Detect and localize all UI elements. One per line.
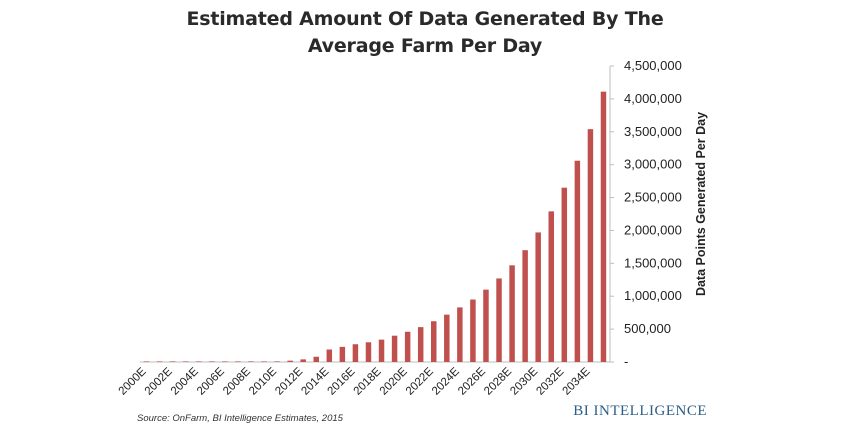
- bar-2026E: [483, 289, 489, 362]
- bar-2034E: [587, 129, 594, 362]
- bar-2010E: [274, 361, 280, 362]
- bar-2013E: [313, 356, 319, 362]
- y-axis-title: Data Points Generated Per Day: [694, 112, 708, 296]
- bar-2008E: [248, 361, 254, 362]
- y-tick-label: 3,500,000: [624, 124, 682, 139]
- bar-2009E: [261, 361, 267, 362]
- bar-2024E: [457, 307, 463, 362]
- x-tick-label: 2022E: [404, 365, 436, 397]
- bar-2031E: [548, 211, 554, 362]
- bar-2033E: [574, 160, 581, 362]
- bar-2000E: [143, 361, 150, 362]
- y-tick-label: 4,500,000: [624, 58, 682, 73]
- bar-2002E: [169, 361, 176, 362]
- bar-2022E: [431, 321, 437, 362]
- x-tick-label: 2032E: [534, 365, 566, 397]
- brand-logo: BI INTELLIGENCE: [573, 403, 707, 419]
- bar-2003E: [182, 361, 189, 362]
- bar-2027E: [496, 278, 502, 362]
- bar-2018E: [378, 339, 385, 362]
- x-tick-label: 2014E: [299, 365, 331, 397]
- bar-2021E: [417, 327, 424, 362]
- bar-2019E: [391, 335, 398, 362]
- y-tick-label: 4,000,000: [624, 91, 682, 106]
- chart-title-line-2: Average Farm Per Day: [307, 35, 543, 57]
- bar-2012E: [300, 359, 306, 362]
- x-tick-label: 2030E: [508, 365, 540, 397]
- y-tick-label: 2,500,000: [624, 190, 682, 205]
- x-tick-label: 2002E: [143, 365, 175, 397]
- bar-2001E: [156, 361, 163, 362]
- x-tick-label: 2028E: [482, 365, 514, 397]
- bar-2015E: [339, 346, 346, 362]
- y-tick-label: 3,000,000: [624, 157, 682, 172]
- x-tick-label: 2010E: [247, 365, 279, 397]
- y-tick-label: 2,000,000: [624, 222, 682, 237]
- x-tick-label: 2018E: [352, 365, 384, 397]
- bar-2030E: [535, 232, 541, 362]
- x-tick-label: 2012E: [273, 365, 305, 397]
- x-tick-label: 2020E: [378, 365, 410, 397]
- y-tick-label: 500,000: [624, 321, 671, 336]
- y-tick-label: -: [624, 354, 628, 369]
- x-tick-label: 2016E: [326, 365, 358, 397]
- x-tick-label: 2034E: [561, 365, 593, 397]
- bar-2025E: [470, 299, 476, 362]
- source-note: Source: OnFarm, BI Intelligence Estimate…: [137, 413, 343, 424]
- bar-2032E: [561, 187, 568, 362]
- y-tick-label: 1,500,000: [624, 255, 682, 270]
- bar-2017E: [365, 342, 372, 362]
- bar-2014E: [326, 349, 333, 362]
- bar-2004E: [196, 361, 202, 362]
- bar-2006E: [222, 361, 228, 362]
- x-tick-label: 2000E: [117, 365, 149, 397]
- chart-title: Estimated Amount Of Data Generated By Th…: [0, 6, 850, 60]
- x-tick-label: 2024E: [430, 365, 462, 397]
- bar-2023E: [444, 314, 450, 362]
- bar-2029E: [522, 250, 528, 362]
- bar-2005E: [209, 361, 215, 362]
- chart-title-line-1: Estimated Amount Of Data Generated By Th…: [186, 8, 664, 30]
- bar-2007E: [235, 361, 241, 362]
- x-tick-label: 2026E: [456, 365, 488, 397]
- x-tick-label: 2006E: [195, 365, 227, 397]
- bar-2020E: [404, 331, 411, 362]
- bar-2011E: [287, 360, 293, 362]
- bar-2016E: [352, 344, 359, 362]
- x-tick-label: 2008E: [221, 365, 253, 397]
- y-tick-label: 1,000,000: [624, 288, 682, 303]
- x-tick-label: 2004E: [169, 365, 201, 397]
- bar-2035E: [600, 91, 607, 363]
- bar-2028E: [509, 265, 515, 362]
